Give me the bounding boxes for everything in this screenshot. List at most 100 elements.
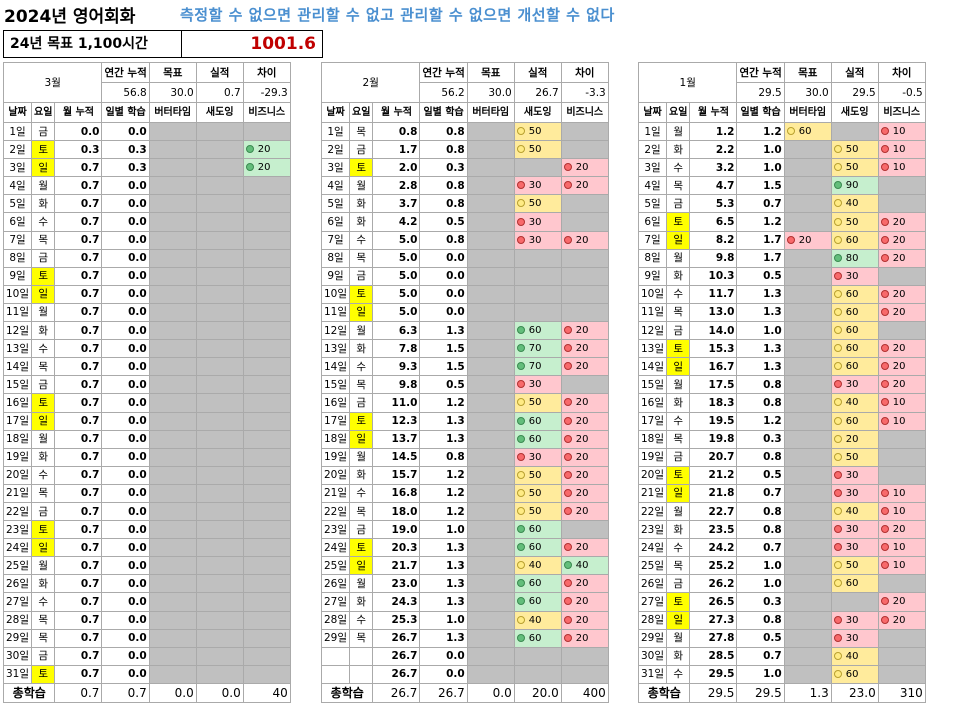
saedo-cell[interactable]: 40 xyxy=(513,556,562,576)
date-cell[interactable]: 9일 xyxy=(637,266,668,286)
daily-cell[interactable]: 0.0 xyxy=(419,664,468,684)
saedo-cell[interactable] xyxy=(513,302,562,323)
biz-cell[interactable] xyxy=(242,429,291,449)
date-cell[interactable]: 25일 xyxy=(320,556,351,576)
month-cum-cell[interactable]: 0.7 xyxy=(54,393,103,413)
date-cell[interactable]: 11일 xyxy=(320,302,351,323)
biz-cell[interactable] xyxy=(242,556,291,576)
weekday-cell[interactable]: 일 xyxy=(349,429,374,449)
biz-cell[interactable] xyxy=(242,411,291,431)
weekday-cell[interactable]: 금 xyxy=(31,121,56,142)
month-cum-cell[interactable]: 0.8 xyxy=(372,121,421,142)
total-value[interactable]: 29.5 xyxy=(689,682,738,703)
date-cell[interactable]: 13일 xyxy=(637,339,668,359)
saedo-cell[interactable]: 60 xyxy=(513,538,562,558)
butter-cell[interactable] xyxy=(148,538,197,558)
month-cum-cell[interactable]: 14.0 xyxy=(689,321,738,341)
month-cum-cell[interactable]: 8.2 xyxy=(689,230,738,250)
month-cum-cell[interactable]: 0.3 xyxy=(54,140,103,160)
date-cell[interactable]: 5일 xyxy=(320,194,351,214)
butter-cell[interactable] xyxy=(148,520,197,540)
weekday-cell[interactable]: 수 xyxy=(349,230,374,250)
biz-cell[interactable] xyxy=(877,646,926,666)
month-cum-cell[interactable]: 0.7 xyxy=(54,411,103,431)
saedo-cell[interactable] xyxy=(195,429,244,449)
biz-cell[interactable] xyxy=(560,284,609,304)
weekday-cell[interactable] xyxy=(349,664,374,684)
daily-cell[interactable]: 1.3 xyxy=(419,574,468,594)
saedo-cell[interactable]: 50 xyxy=(513,194,562,214)
saedo-cell[interactable] xyxy=(195,375,244,395)
saedo-cell[interactable]: 30 xyxy=(830,465,879,485)
saedo-cell[interactable]: 40 xyxy=(830,194,879,214)
daily-cell[interactable]: 1.2 xyxy=(419,501,468,522)
saedo-cell[interactable]: 60 xyxy=(513,411,562,431)
butter-cell[interactable] xyxy=(466,538,515,558)
daily-cell[interactable]: 1.2 xyxy=(419,483,468,503)
date-cell[interactable]: 15일 xyxy=(2,375,33,395)
biz-cell[interactable] xyxy=(242,212,291,232)
butter-cell[interactable] xyxy=(466,230,515,250)
date-cell[interactable]: 26일 xyxy=(320,574,351,594)
butter-cell[interactable] xyxy=(783,357,832,377)
date-cell[interactable] xyxy=(320,646,351,666)
total-value[interactable]: 0.0 xyxy=(195,682,244,703)
diff-value[interactable]: -29.3 xyxy=(242,82,291,103)
butter-cell[interactable] xyxy=(466,121,515,142)
month-cum-cell[interactable]: 0.7 xyxy=(54,520,103,540)
month-cum-cell[interactable]: 6.3 xyxy=(372,321,421,341)
month-cum-cell[interactable]: 12.3 xyxy=(372,411,421,431)
daily-cell[interactable]: 1.7 xyxy=(736,230,785,250)
biz-cell[interactable]: 10 xyxy=(877,538,926,558)
month-cum-cell[interactable]: 0.7 xyxy=(54,302,103,323)
biz-cell[interactable]: 20 xyxy=(560,501,609,522)
month-cum-cell[interactable]: 0.7 xyxy=(54,483,103,503)
butter-cell[interactable] xyxy=(148,339,197,359)
date-cell[interactable]: 22일 xyxy=(320,501,351,522)
month-cum-cell[interactable]: 27.3 xyxy=(689,610,738,630)
daily-cell[interactable]: 0.5 xyxy=(419,212,468,232)
daily-cell[interactable]: 0.3 xyxy=(101,158,150,178)
date-cell[interactable]: 2일 xyxy=(320,140,351,160)
weekday-cell[interactable]: 목 xyxy=(666,302,691,323)
saedo-cell[interactable] xyxy=(513,646,562,666)
daily-cell[interactable]: 0.0 xyxy=(101,574,150,594)
diff-value[interactable]: -3.3 xyxy=(560,82,609,103)
month-cum-cell[interactable]: 26.2 xyxy=(689,574,738,594)
saedo-cell[interactable]: 30 xyxy=(830,538,879,558)
weekday-cell[interactable]: 금 xyxy=(349,266,374,286)
weekday-cell[interactable]: 금 xyxy=(349,520,374,540)
date-cell[interactable]: 22일 xyxy=(637,501,668,522)
date-cell[interactable]: 17일 xyxy=(637,411,668,431)
daily-cell[interactable]: 0.0 xyxy=(419,302,468,323)
weekday-cell[interactable]: 월 xyxy=(666,375,691,395)
date-cell[interactable]: 3일 xyxy=(637,158,668,178)
date-cell[interactable]: 4일 xyxy=(637,176,668,196)
date-cell[interactable]: 1일 xyxy=(2,121,33,142)
date-cell[interactable]: 18일 xyxy=(320,429,351,449)
weekday-cell[interactable]: 목 xyxy=(31,628,56,648)
daily-cell[interactable]: 0.0 xyxy=(101,556,150,576)
month-cum-cell[interactable]: 10.3 xyxy=(689,266,738,286)
butter-cell[interactable] xyxy=(466,429,515,449)
date-cell[interactable]: 21일 xyxy=(2,483,33,503)
weekday-cell[interactable]: 화 xyxy=(349,212,374,232)
butter-cell[interactable] xyxy=(148,447,197,467)
weekday-cell[interactable]: 수 xyxy=(31,465,56,485)
date-cell[interactable]: 16일 xyxy=(637,393,668,413)
saedo-cell[interactable]: 50 xyxy=(513,465,562,485)
daily-cell[interactable]: 0.0 xyxy=(101,393,150,413)
butter-cell[interactable] xyxy=(466,302,515,323)
weekday-cell[interactable]: 토 xyxy=(31,140,56,160)
daily-cell[interactable]: 0.0 xyxy=(101,121,150,142)
weekday-cell[interactable]: 목 xyxy=(31,610,56,630)
butter-cell[interactable] xyxy=(783,520,832,540)
month-cum-cell[interactable]: 2.8 xyxy=(372,176,421,196)
saedo-cell[interactable]: 50 xyxy=(513,121,562,142)
total-value[interactable]: 0.0 xyxy=(466,682,515,703)
butter-cell[interactable] xyxy=(466,465,515,485)
butter-cell[interactable] xyxy=(783,664,832,684)
saedo-cell[interactable]: 30 xyxy=(513,176,562,196)
weekday-cell[interactable]: 화 xyxy=(31,321,56,341)
saedo-cell[interactable] xyxy=(195,538,244,558)
